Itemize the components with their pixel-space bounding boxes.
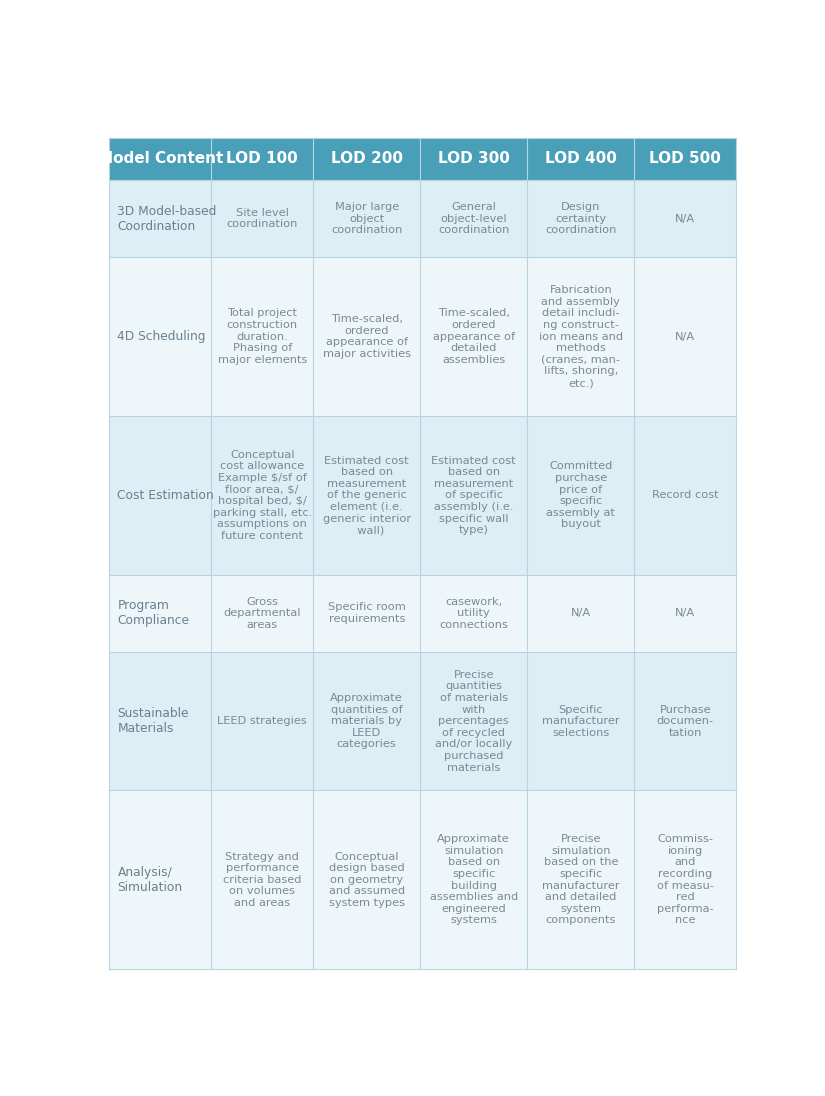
Bar bbox=[211, 258, 314, 416]
Bar bbox=[634, 138, 736, 180]
Bar bbox=[634, 416, 736, 574]
Bar bbox=[420, 574, 527, 652]
Bar bbox=[110, 138, 211, 180]
Text: Site level
coordination: Site level coordination bbox=[227, 208, 298, 229]
Bar bbox=[527, 416, 634, 574]
Bar bbox=[634, 258, 736, 416]
Bar bbox=[211, 416, 314, 574]
Bar bbox=[211, 652, 314, 790]
Text: Conceptual
design based
on geometry
and assumed
system types: Conceptual design based on geometry and … bbox=[328, 852, 405, 907]
Text: casework,
utility
connections: casework, utility connections bbox=[440, 596, 508, 630]
Bar bbox=[420, 416, 527, 574]
Text: Model Content: Model Content bbox=[97, 151, 223, 167]
Bar bbox=[110, 790, 211, 969]
Text: Purchase
documen-
tation: Purchase documen- tation bbox=[657, 705, 714, 738]
Bar bbox=[314, 790, 420, 969]
Bar bbox=[527, 790, 634, 969]
Bar bbox=[314, 652, 420, 790]
Bar bbox=[314, 258, 420, 416]
Bar bbox=[211, 574, 314, 652]
Text: Record cost: Record cost bbox=[652, 490, 719, 500]
Text: LOD 200: LOD 200 bbox=[331, 151, 403, 167]
Text: LOD 100: LOD 100 bbox=[226, 151, 298, 167]
Bar bbox=[314, 416, 420, 574]
Bar bbox=[420, 652, 527, 790]
Text: LEED strategies: LEED strategies bbox=[217, 716, 307, 727]
Bar bbox=[527, 652, 634, 790]
Bar bbox=[211, 790, 314, 969]
Text: Total project
construction
duration.
Phasing of
major elements: Total project construction duration. Pha… bbox=[218, 308, 307, 365]
Text: Estimated cost
based on
measurement
of specific
assembly (i.e.
specific wall
typ: Estimated cost based on measurement of s… bbox=[431, 456, 516, 535]
Text: Analysis/
Simulation: Analysis/ Simulation bbox=[117, 866, 182, 893]
Bar bbox=[634, 790, 736, 969]
Bar bbox=[110, 574, 211, 652]
Bar bbox=[110, 180, 211, 258]
Text: N/A: N/A bbox=[676, 332, 695, 342]
Bar bbox=[420, 180, 527, 258]
Bar bbox=[420, 790, 527, 969]
Bar bbox=[527, 138, 634, 180]
Text: 3D Model-based
Coordination: 3D Model-based Coordination bbox=[117, 205, 217, 232]
Text: Fabrication
and assembly
detail includi-
ng construct-
ion means and
methods
(cr: Fabrication and assembly detail includi-… bbox=[539, 285, 623, 388]
Text: N/A: N/A bbox=[676, 214, 695, 224]
Text: Approximate
quantities of
materials by
LEED
categories: Approximate quantities of materials by L… bbox=[330, 693, 403, 750]
Text: Committed
purchase
price of
specific
assembly at
buyout: Committed purchase price of specific ass… bbox=[546, 461, 615, 529]
Text: LOD 500: LOD 500 bbox=[649, 151, 721, 167]
Text: N/A: N/A bbox=[571, 608, 591, 618]
Bar bbox=[527, 574, 634, 652]
Text: Precise
quantities
of materials
with
percentages
of recycled
and/or locally
purc: Precise quantities of materials with per… bbox=[435, 670, 512, 773]
Bar bbox=[420, 258, 527, 416]
Bar bbox=[211, 180, 314, 258]
Text: Cost Estimation: Cost Estimation bbox=[117, 489, 214, 502]
Bar bbox=[110, 416, 211, 574]
Bar bbox=[314, 138, 420, 180]
Text: LOD 400: LOD 400 bbox=[544, 151, 617, 167]
Text: Specific room
requirements: Specific room requirements bbox=[328, 603, 406, 624]
Bar bbox=[110, 258, 211, 416]
Text: N/A: N/A bbox=[676, 608, 695, 618]
Text: Time-scaled,
ordered
appearance of
detailed
assemblies: Time-scaled, ordered appearance of detai… bbox=[432, 308, 515, 365]
Text: Specific
manufacturer
selections: Specific manufacturer selections bbox=[542, 705, 620, 738]
Text: Precise
simulation
based on the
specific
manufacturer
and detailed
system
compon: Precise simulation based on the specific… bbox=[542, 834, 620, 925]
Bar bbox=[211, 138, 314, 180]
Text: 4D Scheduling: 4D Scheduling bbox=[117, 330, 206, 343]
Bar bbox=[634, 180, 736, 258]
Text: Time-scaled,
ordered
appearance of
major activities: Time-scaled, ordered appearance of major… bbox=[323, 315, 411, 359]
Text: Program
Compliance: Program Compliance bbox=[117, 600, 190, 627]
Bar bbox=[420, 138, 527, 180]
Bar bbox=[634, 574, 736, 652]
Text: Gross
departmental
areas: Gross departmental areas bbox=[224, 596, 301, 630]
Text: Estimated cost
based on
measurement
of the generic
element (i.e.
generic interio: Estimated cost based on measurement of t… bbox=[323, 456, 411, 535]
Text: Major large
object
coordination: Major large object coordination bbox=[331, 202, 403, 236]
Bar bbox=[110, 652, 211, 790]
Text: Approximate
simulation
based on
specific
building
assemblies and
engineered
syst: Approximate simulation based on specific… bbox=[430, 834, 518, 925]
Text: Sustainable
Materials: Sustainable Materials bbox=[117, 707, 189, 735]
Text: Conceptual
cost allowance
Example $/sf of
floor area, $/
hospital bed, $/
parkin: Conceptual cost allowance Example $/sf o… bbox=[213, 449, 312, 541]
Bar bbox=[527, 180, 634, 258]
Bar bbox=[527, 258, 634, 416]
Bar bbox=[634, 652, 736, 790]
Text: Commiss-
ioning
and
recording
of measu-
red
performa-
nce: Commiss- ioning and recording of measu- … bbox=[657, 834, 714, 925]
Text: Design
certainty
coordination: Design certainty coordination bbox=[545, 202, 616, 236]
Bar bbox=[314, 574, 420, 652]
Text: LOD 300: LOD 300 bbox=[438, 151, 510, 167]
Text: General
object-level
coordination: General object-level coordination bbox=[438, 202, 510, 236]
Text: Strategy and
performance
criteria based
on volumes
and areas: Strategy and performance criteria based … bbox=[223, 852, 301, 907]
Bar bbox=[314, 180, 420, 258]
